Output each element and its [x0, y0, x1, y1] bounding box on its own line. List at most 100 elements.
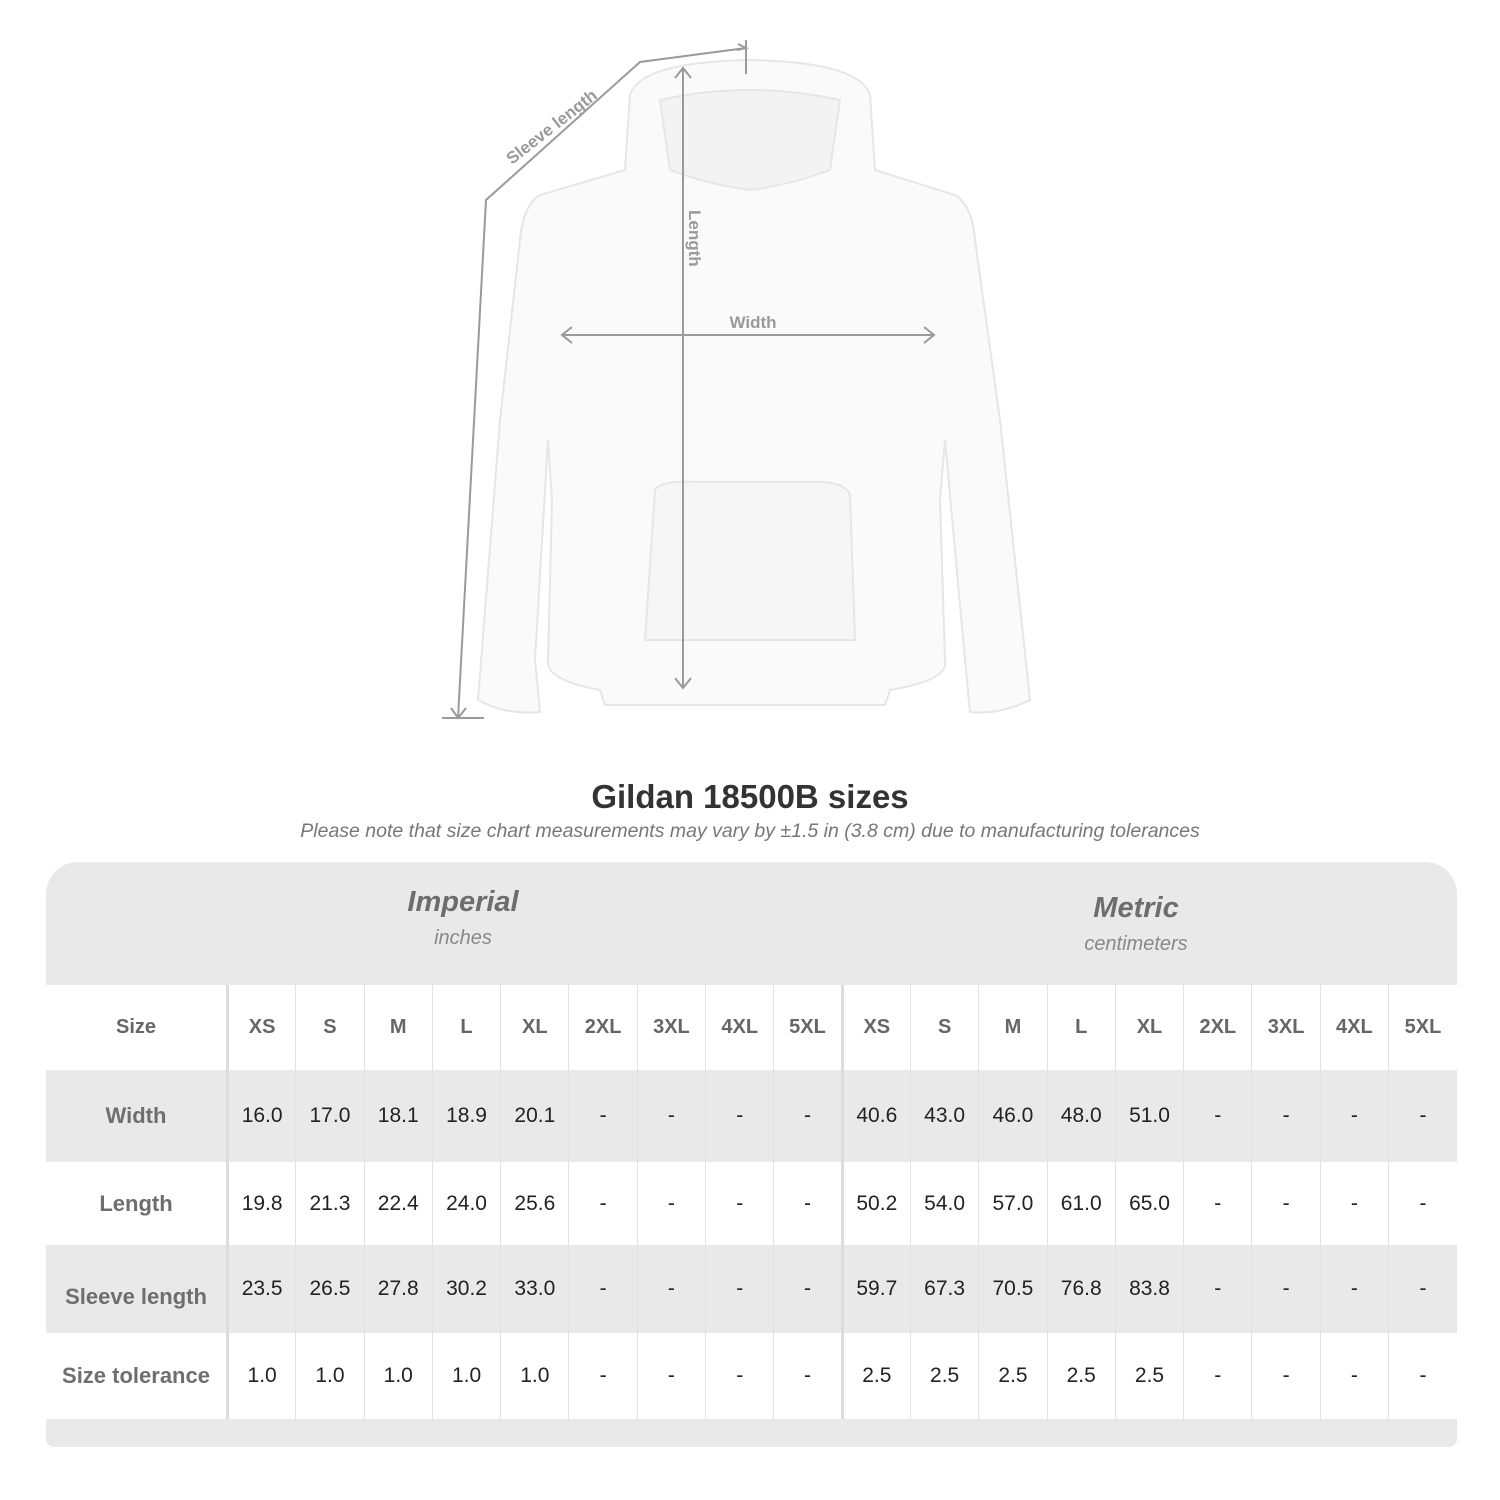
imperial-value-cell: 1.0: [295, 1333, 365, 1419]
row-label: Size tolerance: [46, 1333, 229, 1419]
imperial-size-4xl: 4XL: [705, 985, 774, 1070]
metric-value-cell: -: [1319, 1245, 1389, 1333]
metric-value-cell: 50.2: [840, 1162, 911, 1245]
metric-size-xl: XL: [1114, 985, 1184, 1070]
row-label: Length: [46, 1162, 229, 1245]
imperial-value-cell: -: [636, 1333, 706, 1419]
imperial-value-cell: 21.3: [295, 1162, 365, 1245]
size-header-row: Size XS S M L XL 2XL 3XL 4XL 5XL XS S M L XL 2XL 3XL 4XL 5…: [46, 985, 1457, 1070]
metric-value-cell: 57.0: [978, 1162, 1048, 1245]
imperial-value-cell: 33.0: [500, 1245, 569, 1333]
imperial-value-cell: 30.2: [431, 1245, 501, 1333]
imperial-value-cell: -: [705, 1245, 774, 1333]
width-label: Width: [729, 313, 776, 332]
metric-value-cell: 2.5: [909, 1333, 979, 1419]
metric-value-cell: -: [1183, 1070, 1252, 1162]
metric-value-cell: 59.7: [840, 1245, 911, 1333]
imperial-value-cell: 1.0: [431, 1333, 501, 1419]
imperial-value-cell: 23.5: [226, 1245, 296, 1333]
imperial-value-cell: -: [773, 1162, 843, 1245]
metric-value-cell: -: [1388, 1333, 1457, 1419]
imperial-value-cell: -: [705, 1070, 774, 1162]
imperial-value-cell: -: [705, 1333, 774, 1419]
imperial-value-cell: 24.0: [431, 1162, 501, 1245]
metric-value-cell: -: [1319, 1333, 1389, 1419]
imperial-size-5xl: 5XL: [773, 985, 843, 1070]
metric-value-cell: 67.3: [909, 1245, 979, 1333]
metric-value-cell: -: [1251, 1162, 1321, 1245]
imperial-size-xs: XS: [226, 985, 296, 1070]
metric-value-cell: 54.0: [909, 1162, 979, 1245]
imperial-value-cell: -: [568, 1070, 638, 1162]
tolerance-note: Please note that size chart measurements…: [300, 820, 1200, 842]
metric-value-cell: 2.5: [840, 1333, 911, 1419]
metric-value-cell: -: [1251, 1070, 1321, 1162]
row-label: Width: [46, 1070, 229, 1162]
imperial-value-cell: -: [773, 1245, 843, 1333]
metric-value-cell: -: [1319, 1162, 1389, 1245]
imperial-value-cell: 1.0: [226, 1333, 296, 1419]
table-row: Sleeve length 23.5 26.5 27.8 30.2 33.0- - - -59.…: [46, 1245, 1457, 1333]
metric-value-cell: -: [1183, 1245, 1252, 1333]
metric-value-cell: 2.5: [978, 1333, 1048, 1419]
metric-value-cell: 51.0: [1114, 1070, 1184, 1162]
metric-size-l: L: [1046, 985, 1116, 1070]
metric-title: Metric: [1093, 892, 1179, 924]
imperial-title: Imperial: [407, 886, 519, 918]
metric-value-cell: 40.6: [840, 1070, 911, 1162]
imperial-value-cell: 19.8: [226, 1162, 296, 1245]
length-label: Length: [685, 210, 704, 267]
imperial-value-cell: 1.0: [500, 1333, 569, 1419]
sleeve-length-label: Sleeve length: [503, 86, 601, 168]
imperial-size-m: M: [363, 985, 433, 1070]
imperial-value-cell: 18.9: [431, 1070, 501, 1162]
metric-size-s: S: [909, 985, 979, 1070]
table-row: Width 16.0 17.0 18.1 18.9 20.1- - - -40.6 43.0 46.…: [46, 1070, 1457, 1162]
metric-value-cell: -: [1183, 1162, 1252, 1245]
imperial-value-cell: -: [636, 1070, 706, 1162]
imperial-value-cell: 16.0: [226, 1070, 296, 1162]
metric-value-cell: -: [1251, 1245, 1321, 1333]
metric-size-2xl: 2XL: [1183, 985, 1252, 1070]
metric-value-cell: 48.0: [1046, 1070, 1116, 1162]
imperial-value-cell: -: [568, 1162, 638, 1245]
imperial-unit: inches: [434, 927, 492, 949]
metric-value-cell: -: [1183, 1333, 1252, 1419]
imperial-size-2xl: 2XL: [568, 985, 638, 1070]
metric-size-m: M: [978, 985, 1048, 1070]
metric-value-cell: -: [1388, 1162, 1457, 1245]
size-chart-table: Imperial inches Metric centimeters Size X…: [46, 862, 1457, 1447]
size-label: Size: [46, 985, 229, 1070]
imperial-value-cell: 25.6: [500, 1162, 569, 1245]
metric-value-cell: 2.5: [1114, 1333, 1184, 1419]
imperial-value-cell: 22.4: [363, 1162, 433, 1245]
size-table: Size XS S M L XL 2XL 3XL 4XL 5XL XS S M L XL 2XL 3XL 4XL 5…: [46, 985, 1457, 1419]
imperial-size-3xl: 3XL: [636, 985, 706, 1070]
imperial-value-cell: 1.0: [363, 1333, 433, 1419]
metric-size-3xl: 3XL: [1251, 985, 1321, 1070]
metric-value-cell: -: [1251, 1333, 1321, 1419]
measurement-lines: [442, 40, 936, 720]
metric-value-cell: 70.5: [978, 1245, 1048, 1333]
metric-value-cell: 65.0: [1114, 1162, 1184, 1245]
imperial-value-cell: -: [568, 1333, 638, 1419]
metric-header: Metric centimeters: [936, 892, 1336, 956]
imperial-value-cell: -: [773, 1070, 843, 1162]
hoodie-illustration: Sleeve length Length Width: [442, 40, 1032, 720]
table-row: Length 19.8 21.3 22.4 24.0 25.6- - - -50.2 54.0 57…: [46, 1162, 1457, 1245]
metric-value-cell: -: [1388, 1245, 1457, 1333]
metric-size-5xl: 5XL: [1388, 985, 1457, 1070]
imperial-header: Imperial inches: [263, 886, 663, 950]
imperial-size-xl: XL: [500, 985, 569, 1070]
imperial-value-cell: -: [773, 1333, 843, 1419]
imperial-value-cell: -: [636, 1162, 706, 1245]
hoodie-shape: [476, 58, 1032, 714]
metric-unit: centimeters: [1084, 933, 1188, 955]
metric-value-cell: 2.5: [1046, 1333, 1116, 1419]
metric-size-4xl: 4XL: [1319, 985, 1389, 1070]
imperial-value-cell: -: [705, 1162, 774, 1245]
metric-value-cell: 76.8: [1046, 1245, 1116, 1333]
table-row: Size tolerance 1.0 1.0 1.0 1.0 1.0- - - -2.5 2.5 2…: [46, 1333, 1457, 1419]
imperial-value-cell: 18.1: [363, 1070, 433, 1162]
page-title: Gildan 18500B sizes: [591, 778, 909, 815]
